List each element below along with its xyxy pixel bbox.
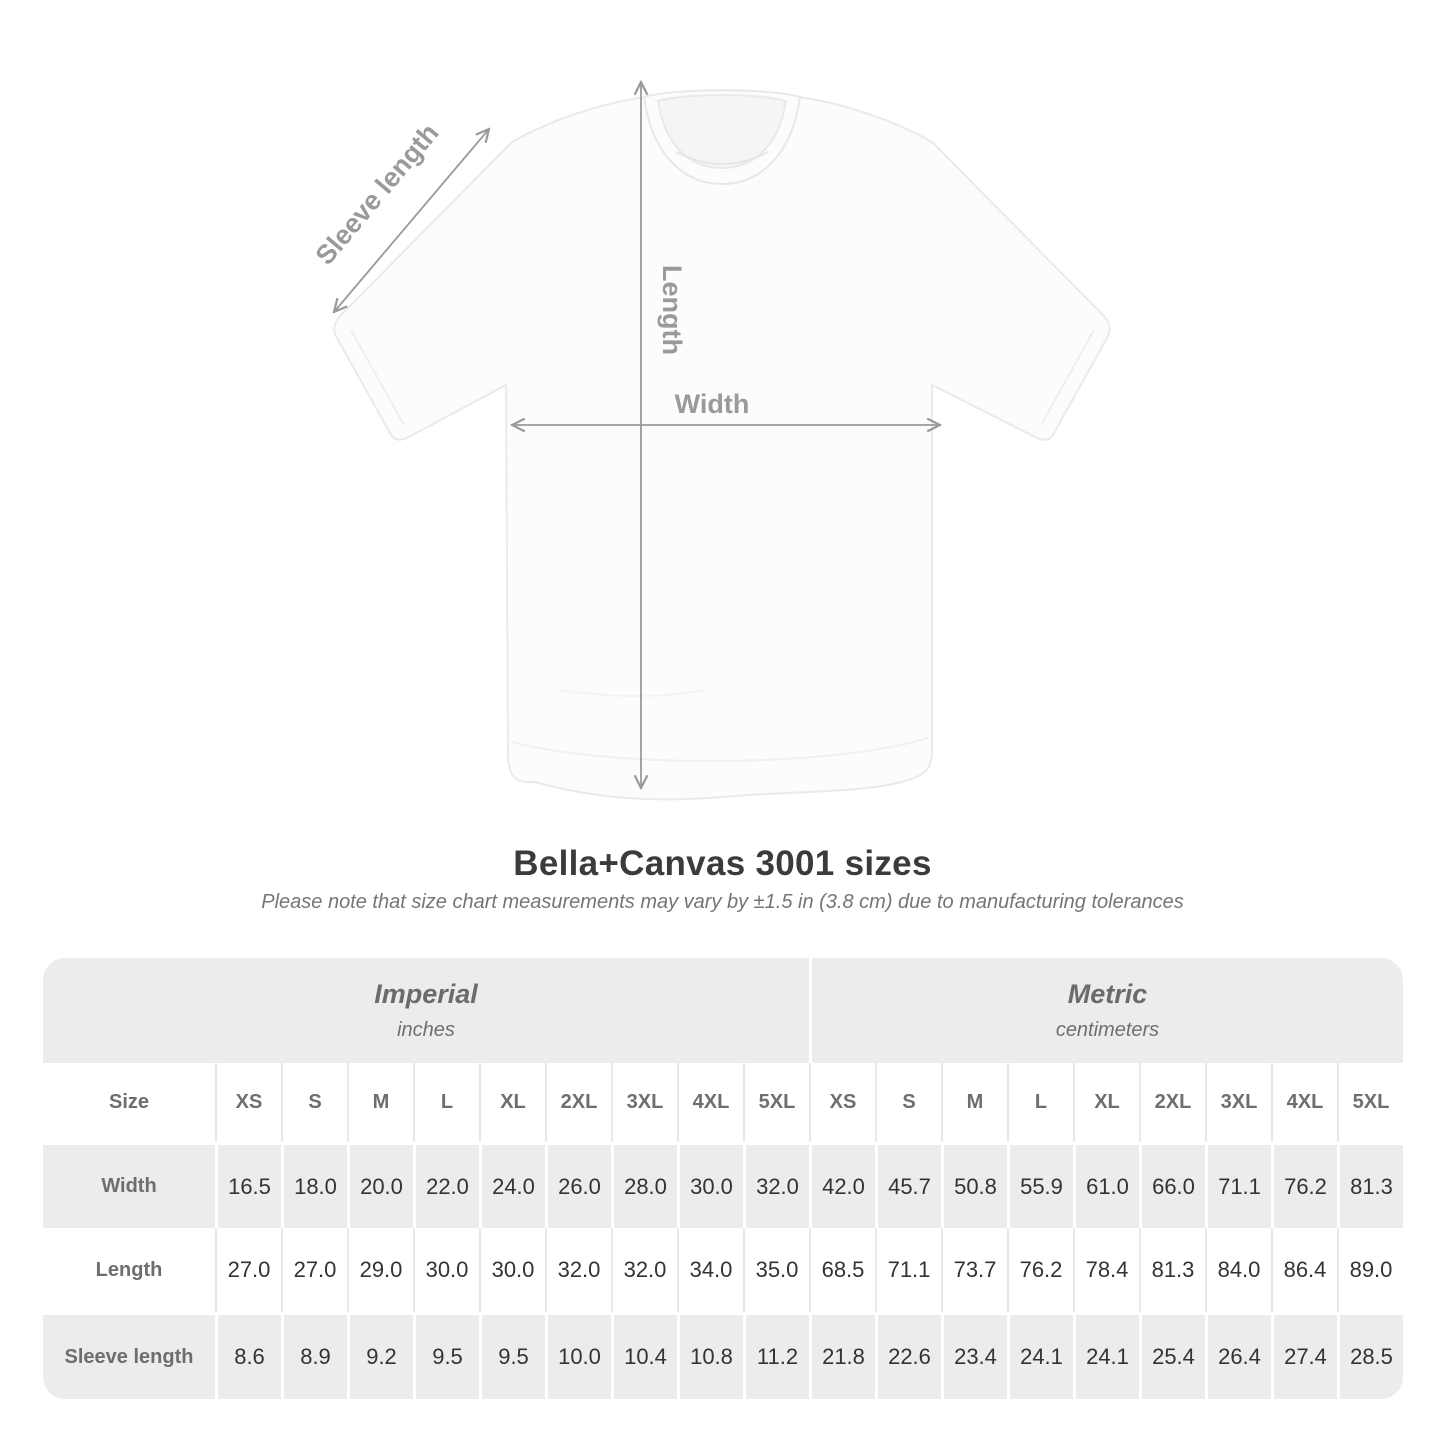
width-imperial-l: 22.0 [413,1142,479,1228]
size-col-metric-l: L [1007,1063,1073,1142]
size-col-metric-xs: XS [809,1063,875,1142]
width-imperial-3xl: 28.0 [611,1142,677,1228]
sleeve-imperial-2xl: 10.0 [545,1312,611,1399]
imperial-group-header: Imperial inches [43,958,809,1063]
length-metric-s: 71.1 [875,1228,941,1312]
length-metric-xl: 78.4 [1073,1228,1139,1312]
size-column-header: Size [43,1063,215,1142]
tshirt-measurement-diagram: Sleeve length Length Width [310,0,1111,801]
length-metric-xs: 68.5 [809,1228,875,1312]
width-metric-s: 45.7 [875,1142,941,1228]
tshirt-illustration: Sleeve length Length Width [310,0,1111,801]
size-col-imperial-xl: XL [479,1063,545,1142]
sleeve-length-arrow [334,129,489,312]
size-col-imperial-l: L [413,1063,479,1142]
sleeve-metric-2xl: 25.4 [1139,1312,1205,1399]
size-col-metric-m: M [941,1063,1007,1142]
length-metric-m: 73.7 [941,1228,1007,1312]
width-imperial-2xl: 26.0 [545,1142,611,1228]
sleeve-imperial-4xl: 10.8 [677,1312,743,1399]
metric-group-title: Metric [1067,979,1148,1009]
imperial-group-unit: inches [397,1019,455,1041]
metric-group-unit: centimeters [1055,1019,1160,1041]
length-imperial-3xl: 32.0 [611,1228,677,1312]
length-imperial-l: 30.0 [413,1228,479,1312]
width-imperial-xl: 24.0 [479,1142,545,1228]
sleeve-metric-5xl: 28.5 [1337,1312,1403,1399]
size-col-imperial-xs: XS [215,1063,281,1142]
size-col-imperial-m: M [347,1063,413,1142]
sleeve-imperial-l: 9.5 [413,1312,479,1399]
width-metric-l: 55.9 [1007,1142,1073,1228]
width-imperial-4xl: 30.0 [677,1142,743,1228]
measurement-arrows [334,82,940,788]
size-col-imperial-5xl: 5XL [743,1063,809,1142]
width-measure-label: Width [675,389,750,419]
length-metric-3xl: 84.0 [1205,1228,1271,1312]
sleeve-length-row-label: Sleeve length [43,1312,215,1399]
sleeve-metric-l: 24.1 [1007,1312,1073,1399]
width-metric-3xl: 71.1 [1205,1142,1271,1228]
size-col-imperial-2xl: 2XL [545,1063,611,1142]
length-metric-l: 76.2 [1007,1228,1073,1312]
length-metric-2xl: 81.3 [1139,1228,1205,1312]
size-chart-table: Imperial inches Metric centimeters Size … [43,958,1403,1399]
sleeve-imperial-m: 9.2 [347,1312,413,1399]
width-metric-5xl: 81.3 [1337,1142,1403,1228]
size-col-imperial-s: S [281,1063,347,1142]
sleeve-imperial-s: 8.9 [281,1312,347,1399]
sleeve-metric-4xl: 27.4 [1271,1312,1337,1399]
sleeve-metric-xs: 21.8 [809,1312,875,1399]
sleeve-metric-s: 22.6 [875,1312,941,1399]
length-imperial-m: 29.0 [347,1228,413,1312]
tolerance-note: Please note that size chart measurements… [261,891,1184,913]
length-metric-4xl: 86.4 [1271,1228,1337,1312]
length-measure-label: Length [657,265,687,355]
length-metric-5xl: 89.0 [1337,1228,1403,1312]
width-row-label: Width [43,1142,215,1228]
size-col-metric-2xl: 2XL [1139,1063,1205,1142]
size-col-metric-3xl: 3XL [1205,1063,1271,1142]
width-imperial-m: 20.0 [347,1142,413,1228]
page-title: Bella+Canvas 3001 sizes [513,844,932,883]
length-imperial-s: 27.0 [281,1228,347,1312]
sleeve-imperial-xl: 9.5 [479,1312,545,1399]
width-imperial-5xl: 32.0 [743,1142,809,1228]
size-col-imperial-4xl: 4XL [677,1063,743,1142]
size-col-metric-4xl: 4XL [1271,1063,1337,1142]
width-metric-m: 50.8 [941,1142,1007,1228]
width-metric-xl: 61.0 [1073,1142,1139,1228]
length-imperial-xl: 30.0 [479,1228,545,1312]
length-imperial-2xl: 32.0 [545,1228,611,1312]
tshirt-shape [333,89,1111,801]
sleeve-imperial-xs: 8.6 [215,1312,281,1399]
length-imperial-xs: 27.0 [215,1228,281,1312]
size-col-metric-s: S [875,1063,941,1142]
sleeve-metric-xl: 24.1 [1073,1312,1139,1399]
sleeve-metric-m: 23.4 [941,1312,1007,1399]
size-col-metric-xl: XL [1073,1063,1139,1142]
length-imperial-4xl: 34.0 [677,1228,743,1312]
size-col-metric-5xl: 5XL [1337,1063,1403,1142]
width-imperial-xs: 16.5 [215,1142,281,1228]
sleeve-imperial-3xl: 10.4 [611,1312,677,1399]
width-metric-4xl: 76.2 [1271,1142,1337,1228]
length-row-label: Length [43,1228,215,1312]
width-imperial-s: 18.0 [281,1142,347,1228]
width-metric-2xl: 66.0 [1139,1142,1205,1228]
width-metric-xs: 42.0 [809,1142,875,1228]
length-imperial-5xl: 35.0 [743,1228,809,1312]
imperial-group-title: Imperial [374,979,478,1009]
sleeve-imperial-5xl: 11.2 [743,1312,809,1399]
metric-group-header: Metric centimeters [809,958,1403,1063]
sleeve-metric-3xl: 26.4 [1205,1312,1271,1399]
size-col-imperial-3xl: 3XL [611,1063,677,1142]
